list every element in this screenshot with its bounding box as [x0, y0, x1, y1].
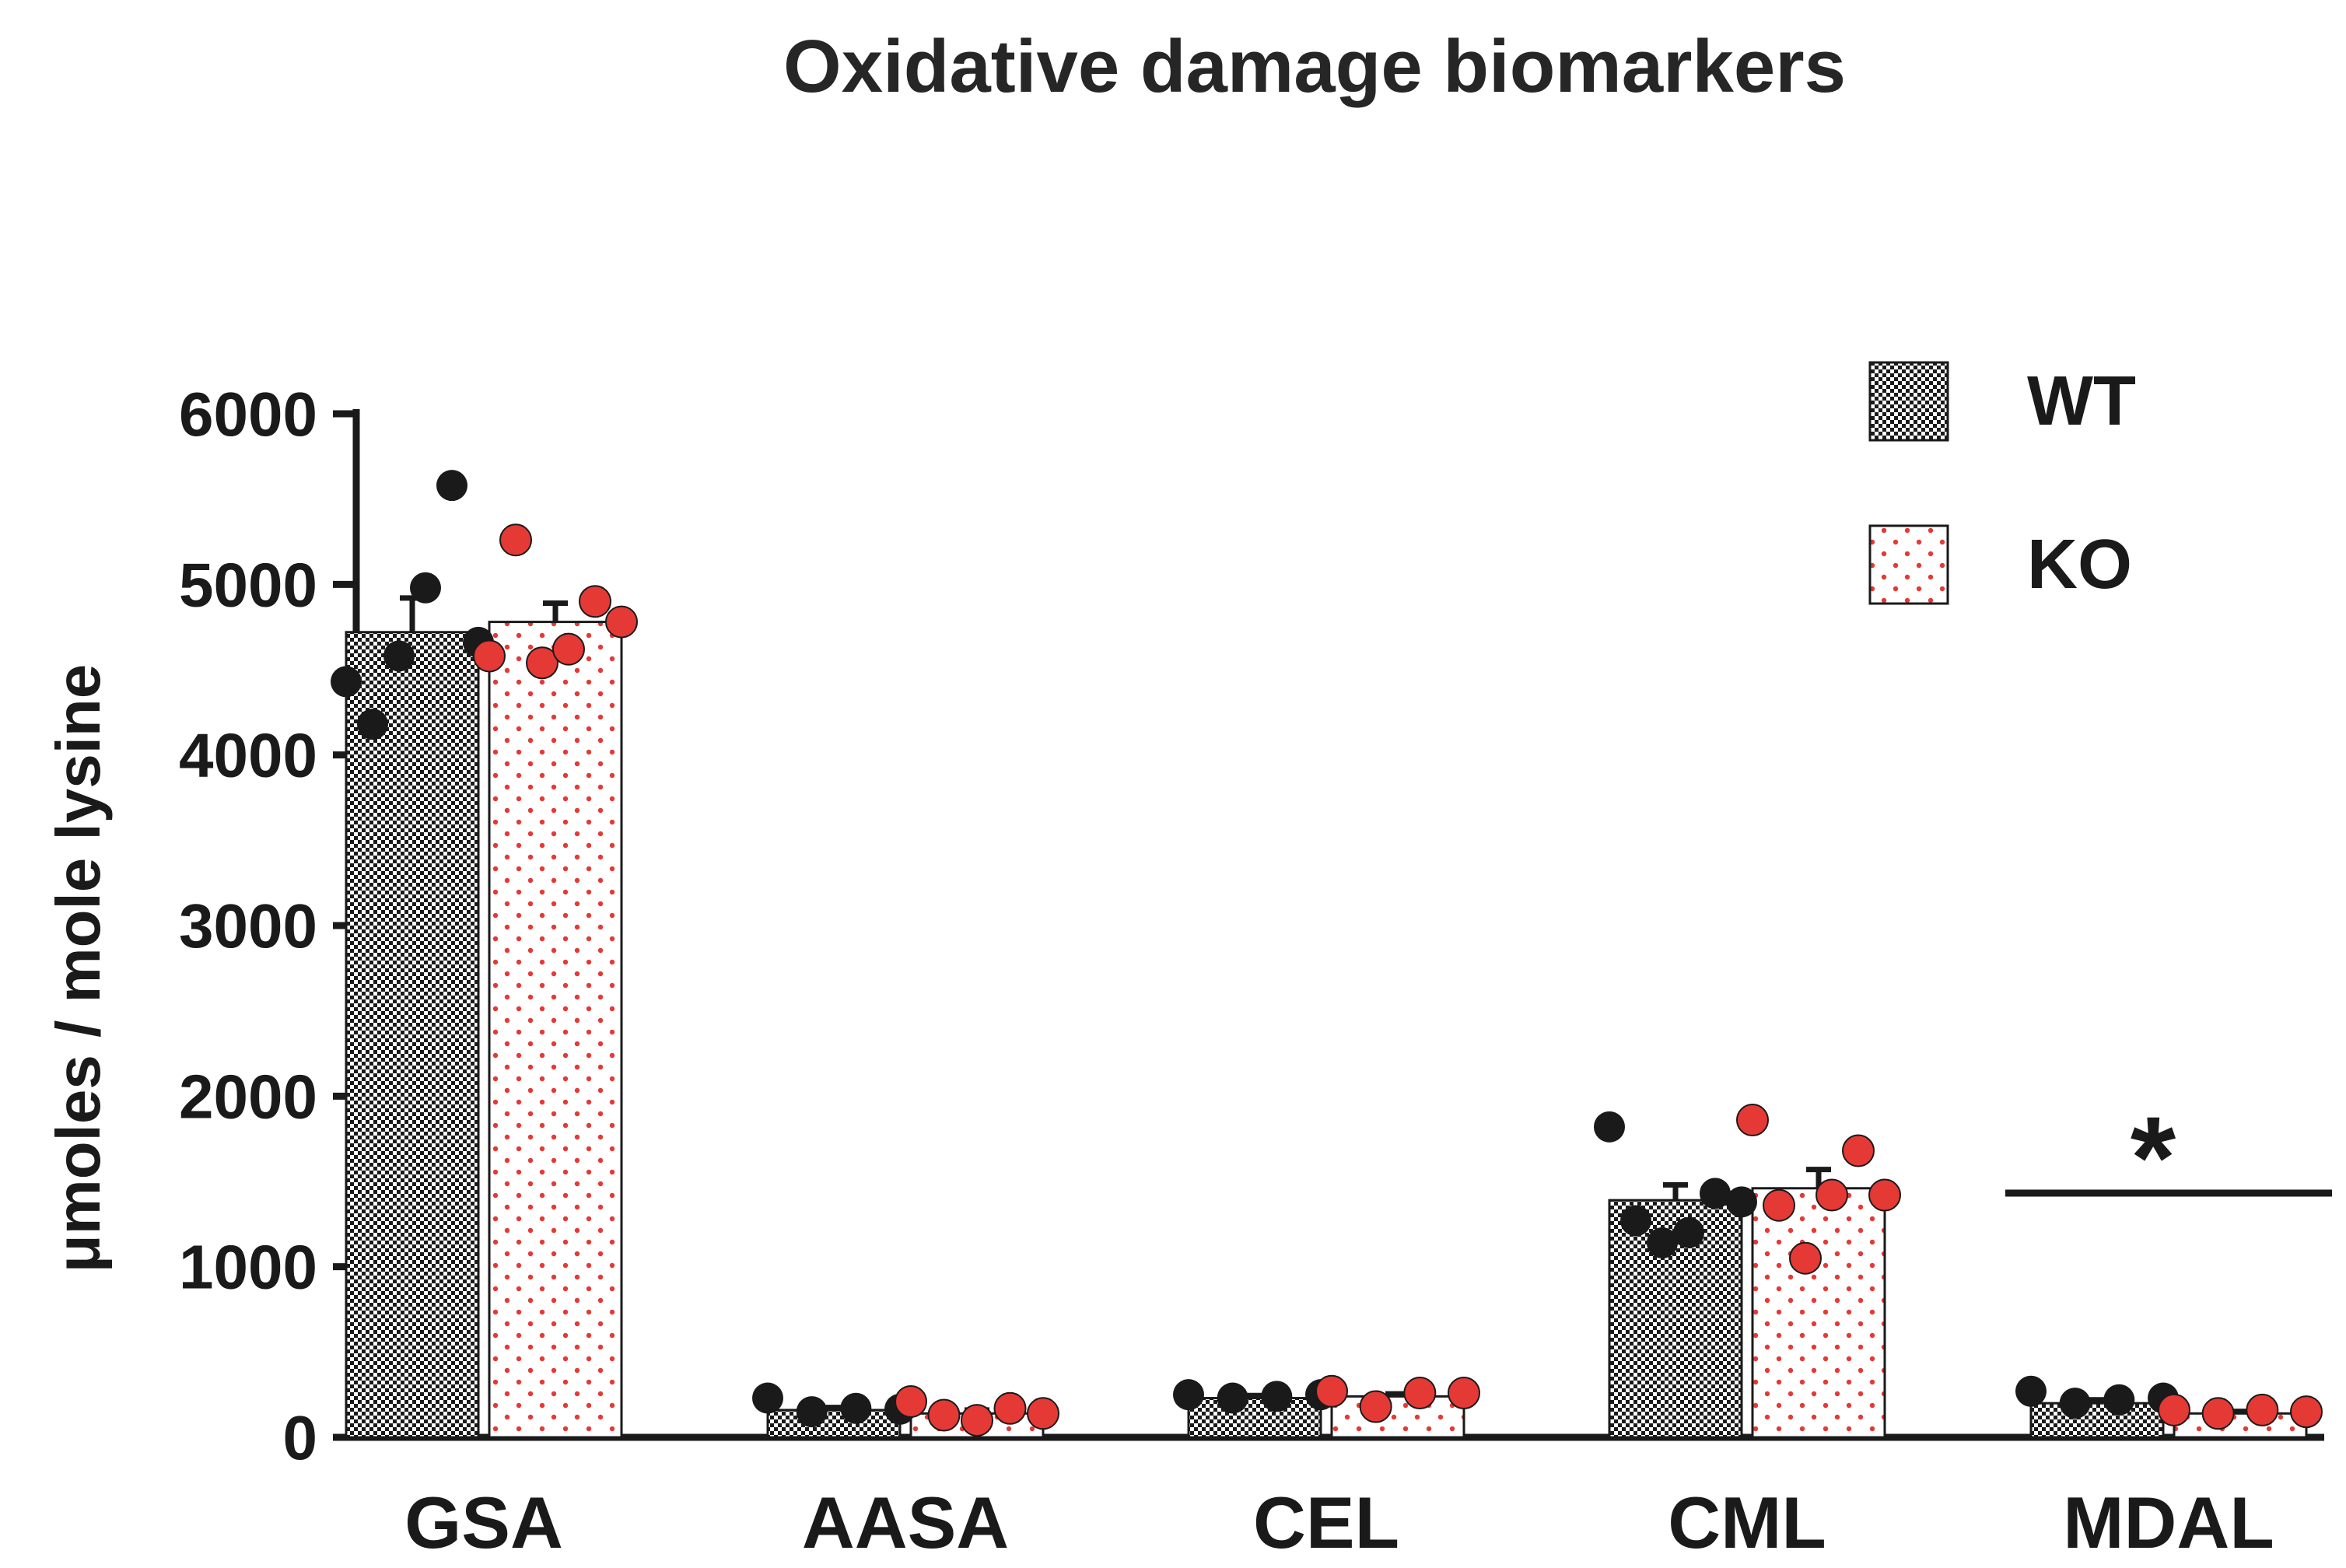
- significance-star: *: [2131, 1092, 2176, 1223]
- legend-label-ko: KO: [2027, 526, 2132, 604]
- point-wt-mdal: [2103, 1384, 2135, 1416]
- legend-swatch-ko: [1868, 524, 1949, 605]
- point-ko-cml: [1842, 1134, 1875, 1167]
- point-wt-cel: [1173, 1379, 1204, 1411]
- y-tick-label: 4000: [179, 721, 317, 790]
- point-wt-cml: [1700, 1178, 1731, 1209]
- bar-ko-cml: [1751, 1187, 1886, 1439]
- point-ko-cel: [1403, 1376, 1437, 1409]
- point-wt-cml: [1594, 1111, 1625, 1143]
- bar-ko-cel: [1330, 1395, 1465, 1439]
- point-ko-mdal: [2201, 1397, 2235, 1430]
- point-wt-aasa: [840, 1392, 872, 1424]
- point-ko-cml: [1868, 1178, 1901, 1212]
- y-axis-label: μmoles / mole lysine: [44, 664, 113, 1273]
- y-tick-label: 2000: [179, 1062, 317, 1131]
- x-tick-label-gsa: GSA: [404, 1482, 563, 1563]
- x-tick-label-aasa: AASA: [802, 1482, 1009, 1563]
- bar-ko-mdal: [2173, 1412, 2308, 1439]
- point-wt-cml: [1647, 1227, 1678, 1258]
- bars: [345, 621, 2308, 1439]
- x-tick-label-mdal: MDAL: [2063, 1482, 2274, 1563]
- point-ko-gsa: [552, 632, 585, 666]
- legend-swatch-wt: [1868, 361, 1949, 442]
- point-wt-cml: [1726, 1186, 1757, 1218]
- point-wt-cml: [1620, 1205, 1651, 1237]
- point-wt-gsa: [410, 572, 441, 604]
- bar-wt-aasa: [766, 1409, 902, 1439]
- y-tick-label: 1000: [179, 1233, 317, 1302]
- point-wt-gsa: [357, 709, 388, 740]
- point-wt-cel: [1217, 1382, 1248, 1414]
- point-ko-aasa: [993, 1391, 1027, 1425]
- point-wt-gsa: [436, 470, 467, 502]
- point-ko-gsa: [473, 639, 506, 673]
- y-tick-label: 5000: [179, 550, 317, 619]
- chart-title: Oxidative damage biomarkers: [783, 25, 1846, 108]
- point-ko-gsa: [579, 585, 611, 618]
- bar-wt-mdal: [2029, 1402, 2165, 1439]
- point-ko-cel: [1315, 1374, 1348, 1408]
- x-tick-label-cel: CEL: [1253, 1482, 1399, 1563]
- point-ko-cel: [1359, 1390, 1392, 1423]
- point-ko-aasa: [961, 1404, 993, 1437]
- point-wt-mdal: [2059, 1388, 2091, 1419]
- point-ko-gsa: [526, 646, 558, 680]
- y-tick-label: 6000: [179, 380, 317, 449]
- point-wt-mdal: [2015, 1375, 2047, 1407]
- point-wt-gsa: [383, 640, 415, 672]
- point-wt-cel: [1261, 1381, 1293, 1412]
- legend-label-wt: WT: [2027, 362, 2136, 440]
- y-tick-label: 3000: [179, 891, 317, 961]
- point-ko-cml: [1763, 1188, 1795, 1222]
- point-wt-gsa: [331, 666, 362, 698]
- y-ticks: 0 1000 2000 3000 4000 5000 6000: [179, 380, 356, 1472]
- y-tick-label: 0: [283, 1403, 318, 1472]
- data-points: [331, 470, 2323, 1437]
- point-ko-gsa: [605, 605, 638, 639]
- point-wt-aasa: [752, 1382, 783, 1414]
- point-wt-aasa: [796, 1396, 828, 1428]
- point-ko-mdal: [2246, 1393, 2279, 1426]
- point-ko-gsa: [499, 523, 532, 557]
- point-ko-aasa: [927, 1398, 961, 1432]
- bar-wt-cel: [1187, 1397, 1322, 1439]
- bar-ko-gsa: [488, 621, 623, 1439]
- error-bars: [400, 595, 2253, 1415]
- point-ko-aasa: [895, 1384, 927, 1418]
- legend: WT KO: [1868, 361, 2136, 605]
- point-ko-cml: [1789, 1241, 1822, 1275]
- point-ko-cml: [1816, 1178, 1848, 1212]
- point-ko-cel: [1448, 1376, 1480, 1409]
- point-ko-mdal: [2158, 1393, 2190, 1426]
- category-labels: GSA AASA CEL CML MDAL: [404, 1482, 2274, 1563]
- point-ko-aasa: [1027, 1397, 1059, 1430]
- point-wt-cml: [1673, 1216, 1704, 1248]
- annotations: *: [2005, 1092, 2332, 1223]
- bar-wt-gsa: [345, 631, 480, 1439]
- x-tick-label-cml: CML: [1668, 1482, 1826, 1563]
- point-ko-mdal: [2290, 1395, 2323, 1429]
- point-ko-cml: [1736, 1104, 1769, 1137]
